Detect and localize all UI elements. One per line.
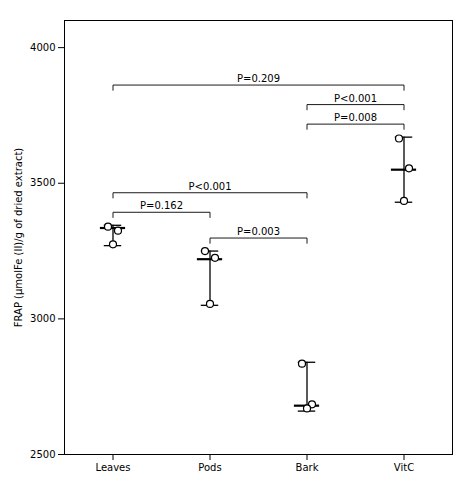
svg-text:P=0.209: P=0.209 — [237, 73, 280, 84]
svg-text:Pods: Pods — [198, 462, 221, 473]
svg-text:P=0.008: P=0.008 — [334, 112, 377, 123]
svg-text:2500: 2500 — [30, 449, 55, 460]
svg-text:Leaves: Leaves — [96, 462, 131, 473]
svg-text:Bark: Bark — [296, 462, 319, 473]
svg-text:P<0.001: P<0.001 — [334, 93, 377, 104]
svg-text:3500: 3500 — [30, 177, 55, 188]
svg-text:4000: 4000 — [30, 42, 55, 53]
svg-text:P=0.003: P=0.003 — [237, 226, 280, 237]
svg-text:FRAP (µmolFe (II)/g of dried e: FRAP (µmolFe (II)/g of dried extract) — [13, 148, 24, 328]
svg-text:VitC: VitC — [394, 462, 414, 473]
svg-text:P<0.001: P<0.001 — [188, 181, 231, 192]
svg-text:P=0.162: P=0.162 — [140, 200, 183, 211]
svg-text:3000: 3000 — [30, 313, 55, 324]
